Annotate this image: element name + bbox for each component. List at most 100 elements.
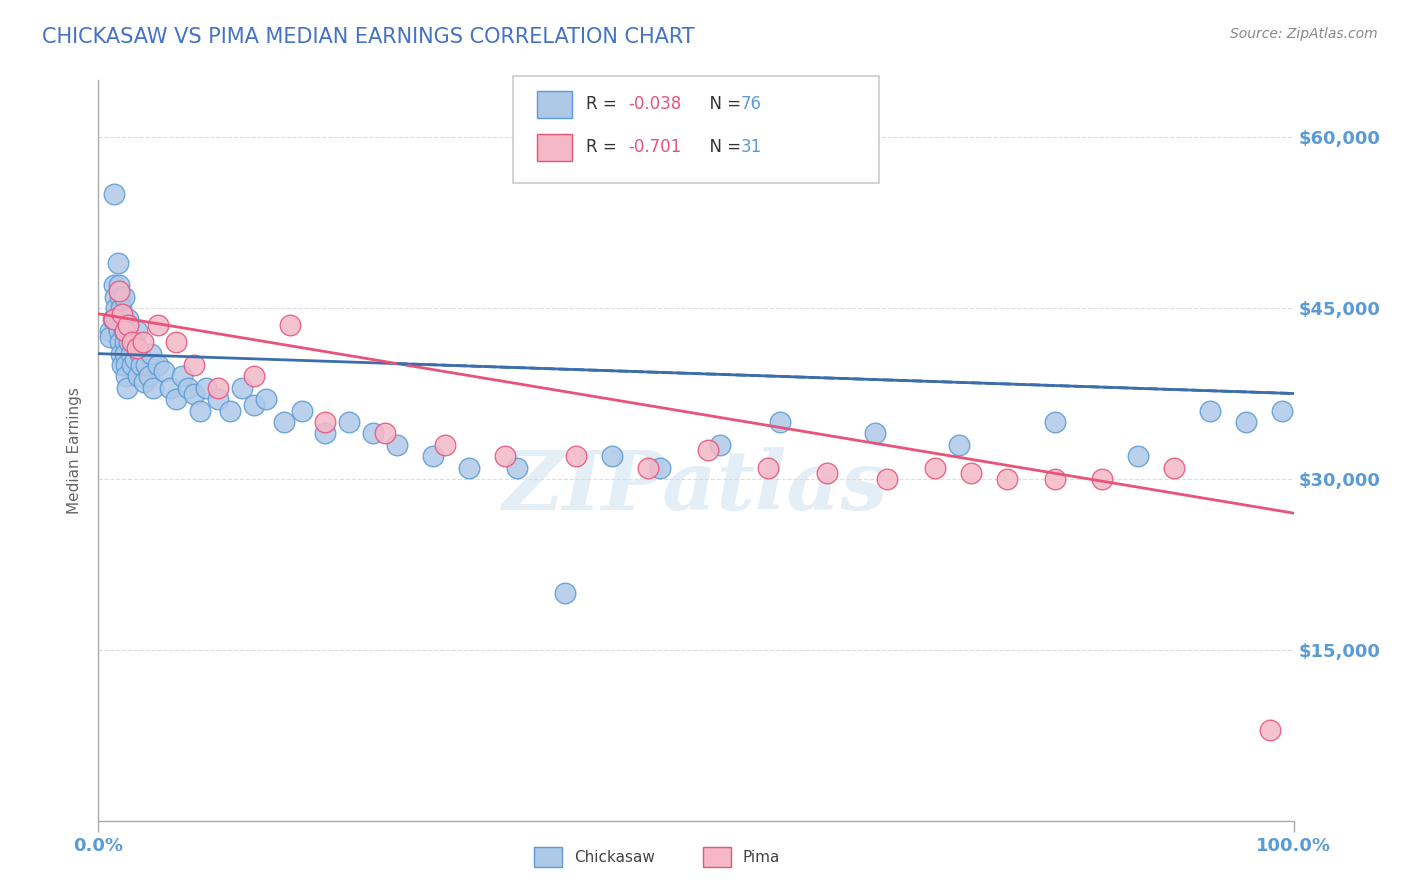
Point <box>124 335 146 350</box>
Point <box>709 438 731 452</box>
Point <box>148 358 170 372</box>
Point <box>243 398 266 412</box>
Point <box>231 381 253 395</box>
Point <box>768 415 790 429</box>
Point <box>103 278 125 293</box>
Text: ZIPatlas: ZIPatlas <box>503 448 889 527</box>
Text: Pima: Pima <box>742 850 780 864</box>
Point <box>101 312 124 326</box>
Point <box>1128 449 1150 463</box>
Text: 31: 31 <box>741 138 762 156</box>
Point <box>219 403 242 417</box>
Point <box>117 312 139 326</box>
Point <box>115 381 138 395</box>
Point <box>148 318 170 333</box>
Point <box>112 290 135 304</box>
Point <box>129 346 152 360</box>
Point <box>127 369 149 384</box>
Point <box>865 426 887 441</box>
Point <box>115 358 138 372</box>
Point <box>115 369 138 384</box>
Point <box>243 369 266 384</box>
Point <box>125 341 148 355</box>
Point <box>183 386 205 401</box>
Point <box>110 346 132 360</box>
Point <box>114 324 136 338</box>
Point <box>120 346 142 360</box>
Text: Source: ZipAtlas.com: Source: ZipAtlas.com <box>1230 27 1378 41</box>
Point <box>1043 472 1066 486</box>
Point <box>107 324 129 338</box>
Point <box>697 443 720 458</box>
Point <box>142 381 165 395</box>
Text: Chickasaw: Chickasaw <box>574 850 655 864</box>
Point <box>125 324 148 338</box>
Point <box>139 346 162 360</box>
Point <box>159 381 181 395</box>
Point <box>153 364 176 378</box>
Point <box>363 426 385 441</box>
Point <box>105 301 128 315</box>
Point <box>107 278 129 293</box>
Point <box>107 284 129 298</box>
Point <box>103 187 125 202</box>
Point <box>110 301 132 315</box>
Point <box>108 335 131 350</box>
Point <box>1163 460 1185 475</box>
Point <box>188 403 211 417</box>
Point <box>165 335 187 350</box>
Point <box>103 312 125 326</box>
Point <box>291 403 314 417</box>
Point <box>124 352 146 367</box>
Point <box>876 472 898 486</box>
Point <box>254 392 277 407</box>
Point <box>111 307 134 321</box>
Y-axis label: Median Earnings: Median Earnings <box>67 387 83 514</box>
Point <box>648 460 672 475</box>
Point <box>815 467 838 481</box>
Point <box>207 381 229 395</box>
Point <box>315 426 337 441</box>
Point <box>1258 723 1281 737</box>
Point <box>117 318 139 333</box>
Point <box>131 358 153 372</box>
Point <box>107 318 129 333</box>
Point <box>637 460 659 475</box>
Point <box>506 460 529 475</box>
Point <box>135 358 157 372</box>
Point <box>948 438 970 452</box>
Text: R =: R = <box>586 95 623 113</box>
Point <box>117 318 139 333</box>
Point <box>1234 415 1257 429</box>
Text: R =: R = <box>586 138 623 156</box>
Point <box>554 586 576 600</box>
Point <box>111 312 134 326</box>
Point <box>195 381 218 395</box>
Point <box>278 318 301 333</box>
Point <box>385 438 409 452</box>
Point <box>602 449 624 463</box>
Point <box>107 255 129 269</box>
Point <box>494 449 516 463</box>
Point <box>565 449 588 463</box>
Point <box>165 392 187 407</box>
Point <box>132 375 155 389</box>
Point <box>1091 472 1114 486</box>
Point <box>183 358 205 372</box>
Text: N =: N = <box>699 95 747 113</box>
Point <box>177 381 200 395</box>
Point <box>98 329 122 343</box>
Text: -0.038: -0.038 <box>628 95 682 113</box>
Point <box>114 335 136 350</box>
Point <box>121 335 143 350</box>
Point <box>422 449 444 463</box>
Point <box>924 460 946 475</box>
Text: CHICKASAW VS PIMA MEDIAN EARNINGS CORRELATION CHART: CHICKASAW VS PIMA MEDIAN EARNINGS CORREL… <box>42 27 695 46</box>
Point <box>1043 415 1066 429</box>
Point <box>458 460 481 475</box>
Point <box>108 290 131 304</box>
Point <box>131 335 153 350</box>
Point <box>138 369 160 384</box>
Point <box>118 335 141 350</box>
Point <box>1271 403 1294 417</box>
